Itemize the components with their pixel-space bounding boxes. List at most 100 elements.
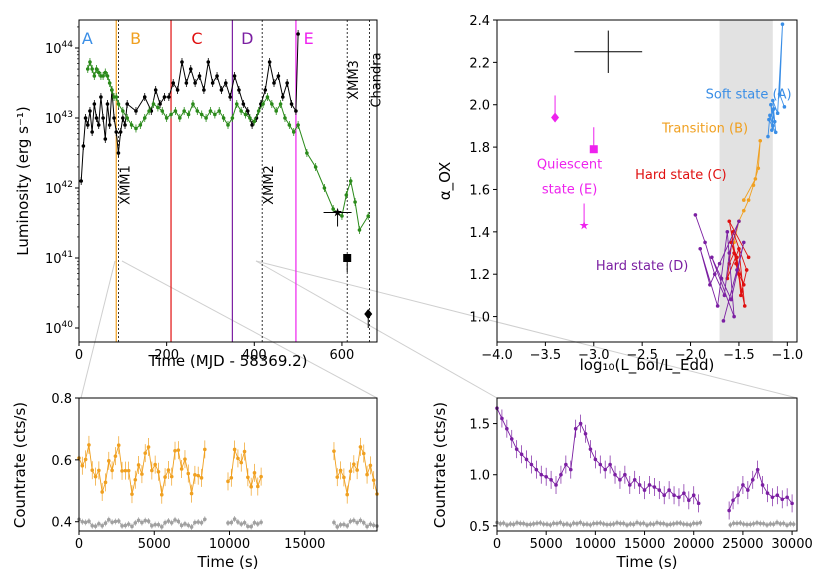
countrate-background-point — [698, 520, 703, 525]
state-series-point-3 — [722, 293, 727, 298]
state-series-point-0 — [771, 124, 775, 128]
aox-xtick-label: −3.5 — [530, 348, 562, 363]
state-series-point-1 — [741, 198, 746, 202]
lc-ytick-label: 1044 — [45, 40, 73, 57]
countrate-ytick-label: 1.0 — [469, 469, 490, 484]
series-black-point — [228, 95, 232, 99]
series-green-point — [156, 105, 160, 110]
obs-label-xmm1: XMM1 — [118, 165, 133, 205]
countrate-xtick-label: 15000 — [624, 537, 665, 552]
state-series-point-2 — [737, 272, 741, 277]
light-curve-xlabel: Time (MJD - 58369.2) — [147, 352, 307, 370]
state-series-point-1 — [758, 138, 763, 143]
series-black-point — [85, 123, 90, 127]
aox-ytick-label: 1.8 — [469, 141, 490, 156]
state-series-point-3 — [712, 272, 717, 277]
state-series-point-1 — [756, 166, 761, 171]
series-green-point — [348, 179, 353, 183]
series-black-point — [99, 95, 103, 99]
countrate-xtick-label: 10000 — [209, 537, 250, 552]
countrate-ytick-label: 0.4 — [51, 516, 72, 531]
series-black-point — [215, 74, 219, 78]
series-green-point — [90, 67, 94, 71]
series-black-point — [107, 123, 112, 127]
series-black-point — [232, 74, 237, 78]
series-green-point — [239, 109, 243, 113]
phase-label-c: C — [191, 29, 202, 48]
series-green-point — [305, 151, 309, 155]
light-curve-ylabel: Luminosity (erg s⁻¹) — [14, 106, 32, 255]
series-black-point — [263, 88, 268, 92]
state-series-point-3 — [727, 251, 732, 255]
countrate-2-ylabel: Countrate (cts/s) — [431, 402, 449, 528]
series-green-point — [357, 228, 362, 232]
series-green-point — [114, 95, 119, 99]
zoom-line-left-b — [121, 260, 378, 399]
countrate-source-point — [727, 508, 731, 513]
quiescent-point-diamond — [551, 112, 560, 123]
series-green-point — [274, 109, 279, 113]
series-green-point — [110, 88, 114, 92]
series-green-point — [134, 126, 138, 131]
aox-xtick-label: −2.0 — [675, 348, 707, 363]
zoom-line-left-a — [80, 260, 116, 399]
state-series-point-2 — [737, 246, 741, 251]
countrate-1-xlabel: Time (s) — [197, 553, 259, 571]
countrate-ytick-label: 0.8 — [51, 392, 72, 407]
series-black-point — [224, 81, 228, 85]
quiescent-point-square — [589, 145, 598, 154]
state-series-point-0 — [771, 98, 775, 103]
series-green-point — [105, 74, 110, 78]
aox-ytick-label: 1.4 — [469, 226, 490, 241]
countrate-background-line — [730, 522, 794, 526]
series-black-point — [202, 88, 206, 92]
state-series-point-3 — [698, 246, 703, 251]
series-black-point — [175, 88, 180, 92]
series-green-point — [291, 130, 296, 134]
aox-ytick-label: 2.4 — [469, 14, 490, 29]
lc-ytick-label: 1040 — [45, 320, 73, 337]
series-green-point — [195, 109, 200, 113]
state-series-point-2 — [735, 255, 739, 260]
series-black-point — [153, 88, 158, 92]
state-series-point-0 — [773, 130, 778, 135]
countrate-background-line — [333, 519, 378, 528]
series-black-point — [272, 81, 276, 85]
state-series-point-0 — [768, 113, 772, 118]
series-green-point — [129, 123, 134, 127]
series-black-point — [280, 95, 285, 99]
series-green-point — [208, 109, 213, 113]
series-black-point — [90, 130, 94, 134]
countrate-2-xlabel: Time (s) — [616, 553, 678, 571]
series-green-point — [169, 112, 173, 117]
countrate-background-line — [496, 522, 701, 526]
series-green-point — [366, 214, 371, 218]
series-green-point — [147, 109, 151, 113]
state-series-point-0 — [771, 107, 776, 111]
series-green-point — [121, 109, 125, 113]
series-green-point — [204, 116, 208, 120]
series-black-point — [245, 109, 250, 113]
series-green-point — [138, 123, 143, 127]
countrate-xtick-label: 20000 — [673, 537, 714, 552]
state-series-point-0 — [780, 22, 785, 27]
series-black-point — [180, 60, 184, 64]
extra-point-1 — [364, 309, 373, 319]
countrate-ytick-label: 1.5 — [469, 418, 490, 433]
state-label-1: Transition (B) — [661, 121, 748, 136]
series-black-point — [92, 102, 97, 106]
state-series-point-3 — [721, 319, 726, 323]
extra-point-2 — [333, 207, 343, 217]
series-green-point — [182, 109, 186, 113]
countrate-source-point — [259, 474, 263, 479]
zoom-line-right-b — [255, 260, 798, 399]
series-black-point — [114, 130, 119, 134]
series-black-point — [112, 116, 116, 120]
series-green-point — [94, 67, 99, 71]
series-black-point — [237, 88, 241, 92]
state-series-point-2 — [742, 304, 747, 308]
countrate-background-line — [227, 518, 262, 528]
series-green-point — [226, 123, 230, 127]
state-series-point-1 — [746, 198, 751, 202]
state-label-3: Quiescent — [537, 157, 602, 172]
